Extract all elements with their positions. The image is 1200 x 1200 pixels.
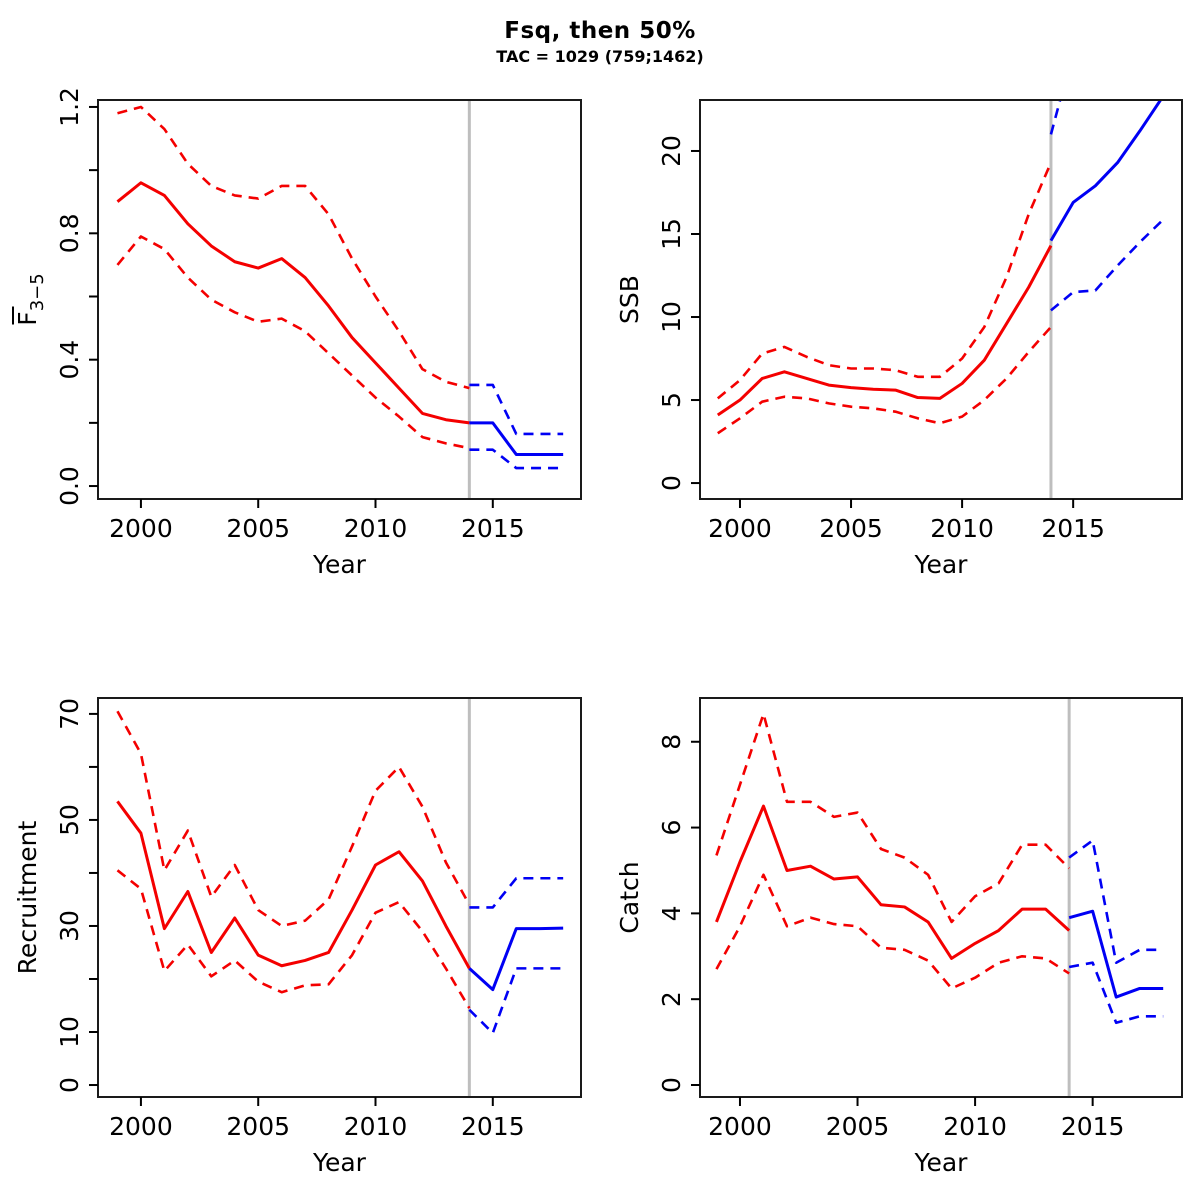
history-lower-ci-line xyxy=(717,326,1052,435)
y-tick-label: 10 xyxy=(55,1016,84,1048)
history-median-line xyxy=(116,800,471,970)
x-tick-label: 2005 xyxy=(226,1112,290,1141)
y-tick-label: 5 xyxy=(657,392,686,408)
y-tick-label: 70 xyxy=(55,698,84,730)
projection-median-line xyxy=(469,421,564,456)
x-tick-label: 2010 xyxy=(930,514,994,543)
y-tick-label: 8 xyxy=(657,734,686,750)
axes: 2000 2005 2010 2015 0.0 0.4 0.8 1.2 Year F3−5 xyxy=(12,87,525,579)
y-tick-label: 0.4 xyxy=(55,340,84,380)
history-upper-ci-line xyxy=(715,712,1071,924)
y-tick-label: 0 xyxy=(657,475,686,491)
history-lower-ci-line xyxy=(116,235,470,450)
figure-subtitle: TAC = 1029 (759;1462) xyxy=(496,47,704,66)
plot-frame xyxy=(699,99,1183,500)
x-tick-label: 2015 xyxy=(1041,514,1105,543)
y-tick-label: 2 xyxy=(657,991,686,1007)
y-axis-title: Catch xyxy=(615,861,644,933)
history-median-line xyxy=(716,244,1053,417)
y-axis-title: SSB xyxy=(615,275,644,324)
x-tick-label: 2010 xyxy=(344,1112,408,1141)
svg-text:Catch: Catch xyxy=(615,861,644,933)
history-lower-ci-line xyxy=(715,873,1070,990)
y-tick-label: 1.2 xyxy=(55,87,84,127)
y-tick-label: 0 xyxy=(657,1077,686,1093)
panel-ssb-chart: 2000 2005 2010 2015 0 5 10 15 20 Year SSB xyxy=(615,99,1183,579)
history-lower-ci-line xyxy=(116,869,471,1009)
plot-frame xyxy=(97,697,582,1098)
y-axis-title: F3−5 xyxy=(12,273,48,326)
svg-text:Recruitment: Recruitment xyxy=(13,820,42,974)
y-tick-label: 30 xyxy=(55,910,84,942)
axes: 2000 2005 2010 2015 0 5 10 15 20 Year SSB xyxy=(615,135,1105,579)
x-tick-label: 2015 xyxy=(461,1112,525,1141)
y-tick-label: 10 xyxy=(657,301,686,333)
x-tick-label: 2010 xyxy=(344,514,408,543)
x-tick-label: 2005 xyxy=(826,1112,890,1141)
x-axis-title: Year xyxy=(312,550,367,579)
x-tick-label: 2015 xyxy=(461,514,525,543)
x-tick-label: 2000 xyxy=(708,1112,772,1141)
y-tick-label: 0.0 xyxy=(55,466,84,506)
history-median-line xyxy=(116,181,470,425)
projection-upper-ci-line xyxy=(1068,839,1164,965)
projection-lower-ci-line xyxy=(469,448,564,470)
y-tick-label: 6 xyxy=(657,820,686,836)
x-tick-label: 2010 xyxy=(943,1112,1007,1141)
x-tick-label: 2005 xyxy=(819,514,883,543)
history-upper-ci-line xyxy=(117,105,470,390)
axes: 2000 2005 2010 2015 0 2 4 6 8 Year Catch xyxy=(615,734,1124,1177)
panel-catch-chart: 2000 2005 2010 2015 0 2 4 6 8 Year Catch xyxy=(615,697,1183,1177)
plot-frame xyxy=(699,697,1183,1098)
projection-lower-ci-line xyxy=(468,967,564,1035)
y-tick-label: 20 xyxy=(657,135,686,167)
y-tick-label: 4 xyxy=(657,905,686,921)
x-tick-label: 2000 xyxy=(109,514,173,543)
y-tick-label: 0 xyxy=(55,1077,84,1093)
svg-text:SSB: SSB xyxy=(615,275,644,324)
y-tick-label: 15 xyxy=(657,218,686,250)
projection-median-line xyxy=(1068,909,1164,999)
projection-upper-ci-line xyxy=(469,383,564,436)
y-tick-label: 0.8 xyxy=(55,213,84,253)
y-tick-label: 50 xyxy=(55,804,84,836)
panel-recruitment-chart: 2000 2005 2010 2015 0 10 30 50 70 Year Recruitment xyxy=(13,697,582,1177)
projection-median-line xyxy=(1049,100,1163,242)
figure-header: Fsq, then 50% TAC = 1029 (759;1462) xyxy=(0,0,1200,66)
plot-frame xyxy=(97,99,582,500)
figure-title: Fsq, then 50% xyxy=(504,18,696,44)
axes: 2000 2005 2010 2015 0 10 30 50 70 Year Recruitment xyxy=(13,698,525,1177)
history-median-line xyxy=(715,804,1071,960)
x-axis-title: Year xyxy=(914,1148,969,1177)
x-tick-label: 2015 xyxy=(1061,1112,1125,1141)
x-tick-label: 2000 xyxy=(708,514,772,543)
y-axis-title: Recruitment xyxy=(13,820,42,974)
x-axis-title: Year xyxy=(914,550,969,579)
x-tick-label: 2000 xyxy=(109,1112,173,1141)
history-upper-ci-line xyxy=(116,710,471,928)
projection-lower-ci-line xyxy=(1068,961,1164,1025)
x-axis-title: Year xyxy=(312,1148,367,1177)
projection-lower-ci-line xyxy=(1050,219,1163,312)
projection-upper-ci-line xyxy=(469,876,564,909)
x-tick-label: 2005 xyxy=(226,514,290,543)
panel-fbar-chart: 2000 2005 2010 2015 0.0 0.4 0.8 1.2 Year F3−5 xyxy=(12,87,582,579)
history-upper-ci-line xyxy=(716,162,1053,400)
projection-median-line xyxy=(468,926,564,992)
svg-text:F3−5: F3−5 xyxy=(13,273,48,325)
